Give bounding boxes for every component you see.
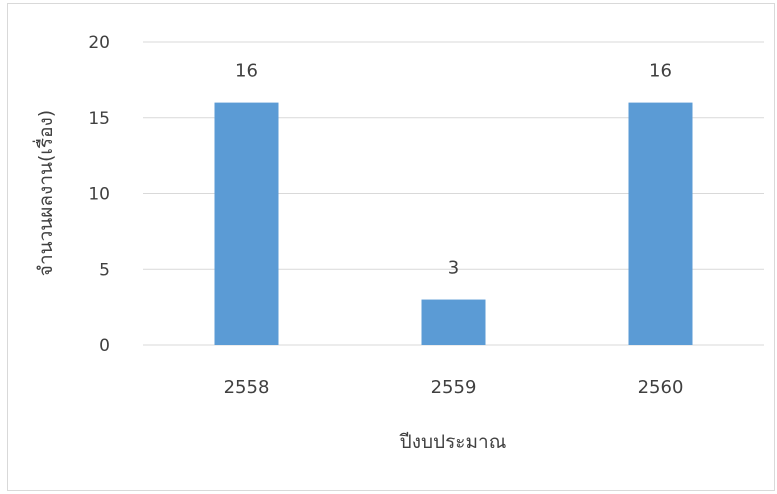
data-label: 16 (235, 61, 258, 82)
bar (421, 299, 486, 345)
y-axis-ticks: 0 5 10 15 20 (88, 33, 110, 356)
y-tick-label: 0 (99, 336, 110, 356)
y-axis-title: จำนวนผลงาน(เรื่อง) (32, 110, 57, 276)
x-category-label: 2559 (431, 377, 477, 398)
data-label: 3 (448, 258, 459, 279)
y-tick-label: 20 (88, 33, 110, 53)
bar (214, 102, 279, 345)
y-tick-label: 10 (88, 185, 110, 205)
y-tick-label: 5 (99, 260, 110, 280)
x-axis-title: ปีงบประมาณ (399, 431, 506, 453)
x-category-label: 2558 (224, 377, 270, 398)
x-axis-categories: 2558 2559 2560 (224, 377, 684, 398)
data-labels: 16 3 16 (235, 61, 672, 279)
data-label: 16 (649, 61, 672, 82)
bar (628, 102, 693, 345)
x-category-label: 2560 (638, 377, 684, 398)
bars (214, 102, 693, 345)
y-tick-label: 15 (88, 109, 110, 129)
